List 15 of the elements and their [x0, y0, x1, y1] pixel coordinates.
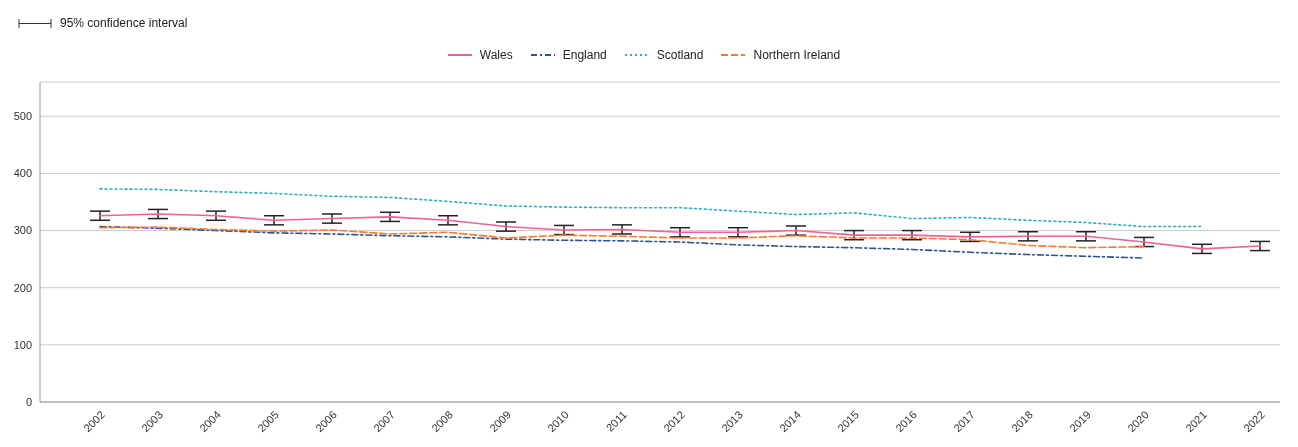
line-series — [99, 213, 1261, 250]
y-tick-label: 100 — [13, 338, 32, 351]
line-series — [99, 226, 1145, 249]
y-tick-label: 200 — [13, 281, 32, 294]
y-tick-label: 300 — [13, 224, 32, 237]
legend-label: Wales — [478, 48, 513, 62]
line-series — [99, 188, 1203, 228]
legend-label: England — [561, 48, 607, 62]
y-tick-label: 500 — [13, 110, 32, 123]
line-series — [99, 225, 1145, 259]
y-tick-label: 400 — [13, 167, 32, 180]
text: 95% confidence interval — [60, 16, 188, 30]
legend-label: Northern Ireland — [752, 48, 841, 62]
legend-label: Scotland — [655, 48, 704, 62]
y-tick-label: 0 — [25, 395, 32, 408]
